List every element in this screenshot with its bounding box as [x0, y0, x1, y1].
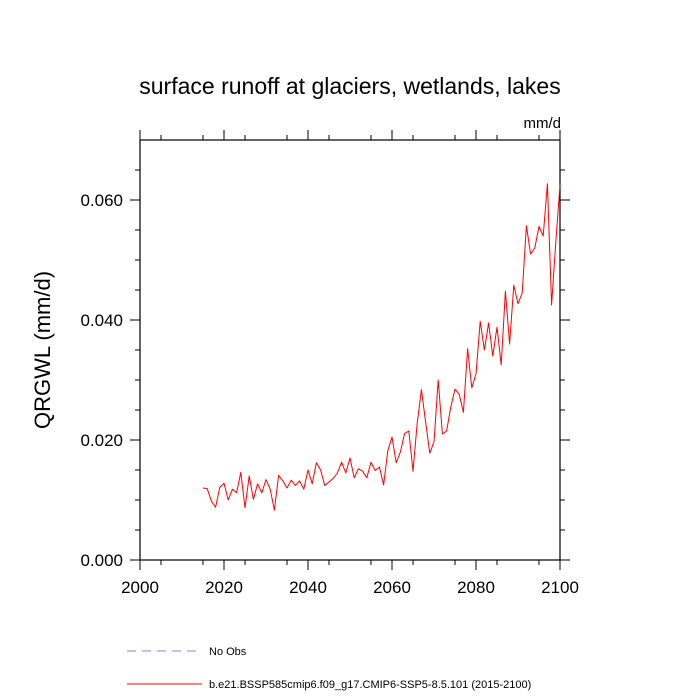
x-tick-label: 2100	[541, 578, 579, 597]
y-tick-label: 0.020	[80, 431, 123, 450]
y-tick-label: 0.000	[80, 551, 123, 570]
plot-frame	[139, 139, 561, 561]
legend: No Obs b.e21.BSSP585cmip6.f09_g17.CMIP6-S…	[127, 646, 531, 691]
units-label: mm/d	[524, 115, 562, 132]
axis-ticks	[130, 130, 570, 570]
x-tick-label: 2040	[289, 578, 327, 597]
x-tick-label: 2020	[205, 578, 243, 597]
axis-tick-labels: 2000 2020 2040 2060 2080 2100 0.000 0.020 0.040 0…	[80, 191, 578, 597]
chart-title: surface runoff at glaciers, wetlands, la…	[139, 73, 560, 99]
x-tick-label: 2080	[457, 578, 495, 597]
series-line	[202, 183, 561, 511]
series-layer	[202, 183, 561, 511]
y-axis-label: QRGWL (mm/d)	[30, 271, 55, 429]
y-tick-label: 0.040	[80, 311, 123, 330]
legend-label: No Obs	[209, 646, 247, 658]
x-tick-label: 2000	[121, 578, 159, 597]
y-tick-label: 0.060	[80, 191, 123, 210]
legend-label: b.e21.BSSP585cmip6.f09_g17.CMIP6-SSP5-8.…	[209, 679, 531, 691]
x-tick-label: 2060	[373, 578, 411, 597]
